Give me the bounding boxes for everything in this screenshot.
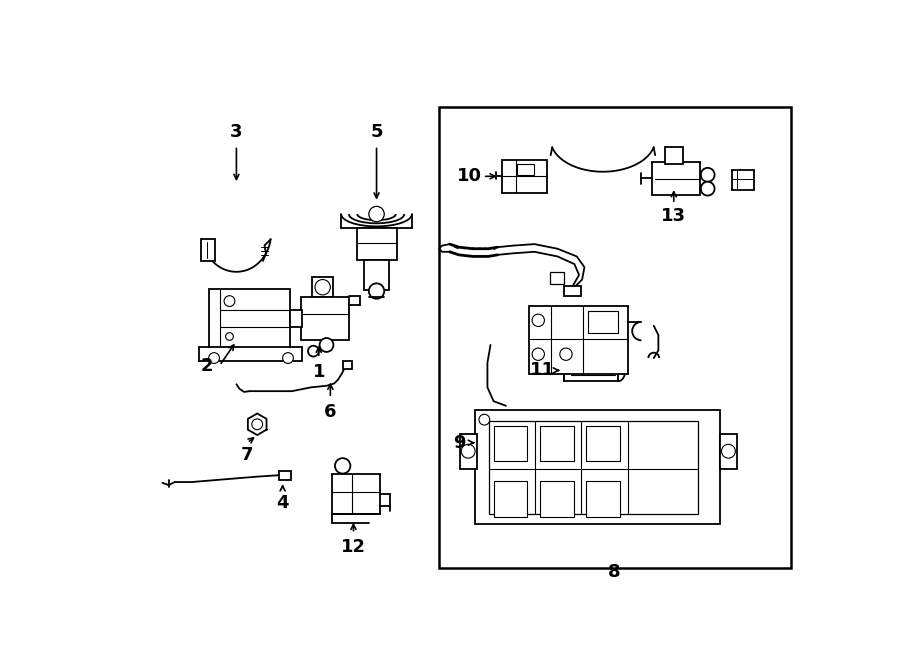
- Circle shape: [532, 314, 544, 327]
- Bar: [475, 410, 720, 524]
- Bar: [332, 473, 380, 514]
- Bar: [563, 286, 580, 297]
- Bar: [502, 160, 546, 192]
- Circle shape: [560, 348, 572, 360]
- Text: 9: 9: [454, 434, 466, 451]
- Text: 6: 6: [324, 403, 337, 421]
- Circle shape: [209, 353, 220, 364]
- Bar: [586, 481, 620, 517]
- Bar: [518, 164, 535, 175]
- Bar: [460, 434, 477, 469]
- Text: 4: 4: [276, 494, 289, 512]
- Text: 1: 1: [312, 363, 325, 381]
- Circle shape: [308, 346, 319, 356]
- Bar: [312, 277, 333, 297]
- Circle shape: [532, 348, 544, 360]
- Text: 7: 7: [241, 446, 254, 464]
- Text: 3: 3: [230, 123, 243, 141]
- Circle shape: [315, 280, 330, 295]
- Bar: [588, 311, 618, 332]
- Circle shape: [461, 444, 475, 458]
- Circle shape: [320, 338, 333, 352]
- Bar: [720, 434, 737, 469]
- Bar: [550, 272, 563, 284]
- Bar: [302, 297, 349, 340]
- Bar: [540, 426, 573, 461]
- Text: 5: 5: [370, 123, 382, 141]
- Text: 12: 12: [341, 539, 366, 557]
- Bar: [343, 361, 352, 369]
- Bar: [652, 163, 700, 195]
- Circle shape: [283, 353, 293, 364]
- Bar: [586, 426, 620, 461]
- Circle shape: [226, 332, 233, 340]
- Text: 8: 8: [608, 563, 620, 581]
- Circle shape: [701, 182, 715, 196]
- Bar: [493, 426, 527, 461]
- Circle shape: [224, 295, 235, 307]
- Bar: [664, 147, 683, 164]
- Bar: [356, 228, 397, 260]
- Bar: [564, 360, 618, 381]
- Bar: [540, 481, 573, 517]
- Bar: [493, 481, 527, 517]
- Bar: [279, 471, 291, 480]
- Circle shape: [722, 444, 735, 458]
- Bar: [290, 310, 302, 327]
- Bar: [201, 239, 214, 261]
- Bar: [529, 307, 627, 374]
- Text: 2: 2: [201, 357, 213, 375]
- Circle shape: [701, 168, 715, 182]
- Bar: [364, 260, 389, 290]
- Circle shape: [335, 458, 350, 473]
- Bar: [489, 421, 698, 514]
- Text: 11: 11: [530, 362, 555, 379]
- Circle shape: [369, 206, 384, 222]
- Circle shape: [252, 419, 263, 430]
- Bar: [210, 289, 290, 347]
- Bar: [439, 107, 791, 568]
- Text: 13: 13: [662, 208, 687, 225]
- Circle shape: [479, 414, 490, 425]
- Circle shape: [369, 284, 384, 299]
- Text: 10: 10: [456, 167, 482, 185]
- Bar: [733, 170, 754, 190]
